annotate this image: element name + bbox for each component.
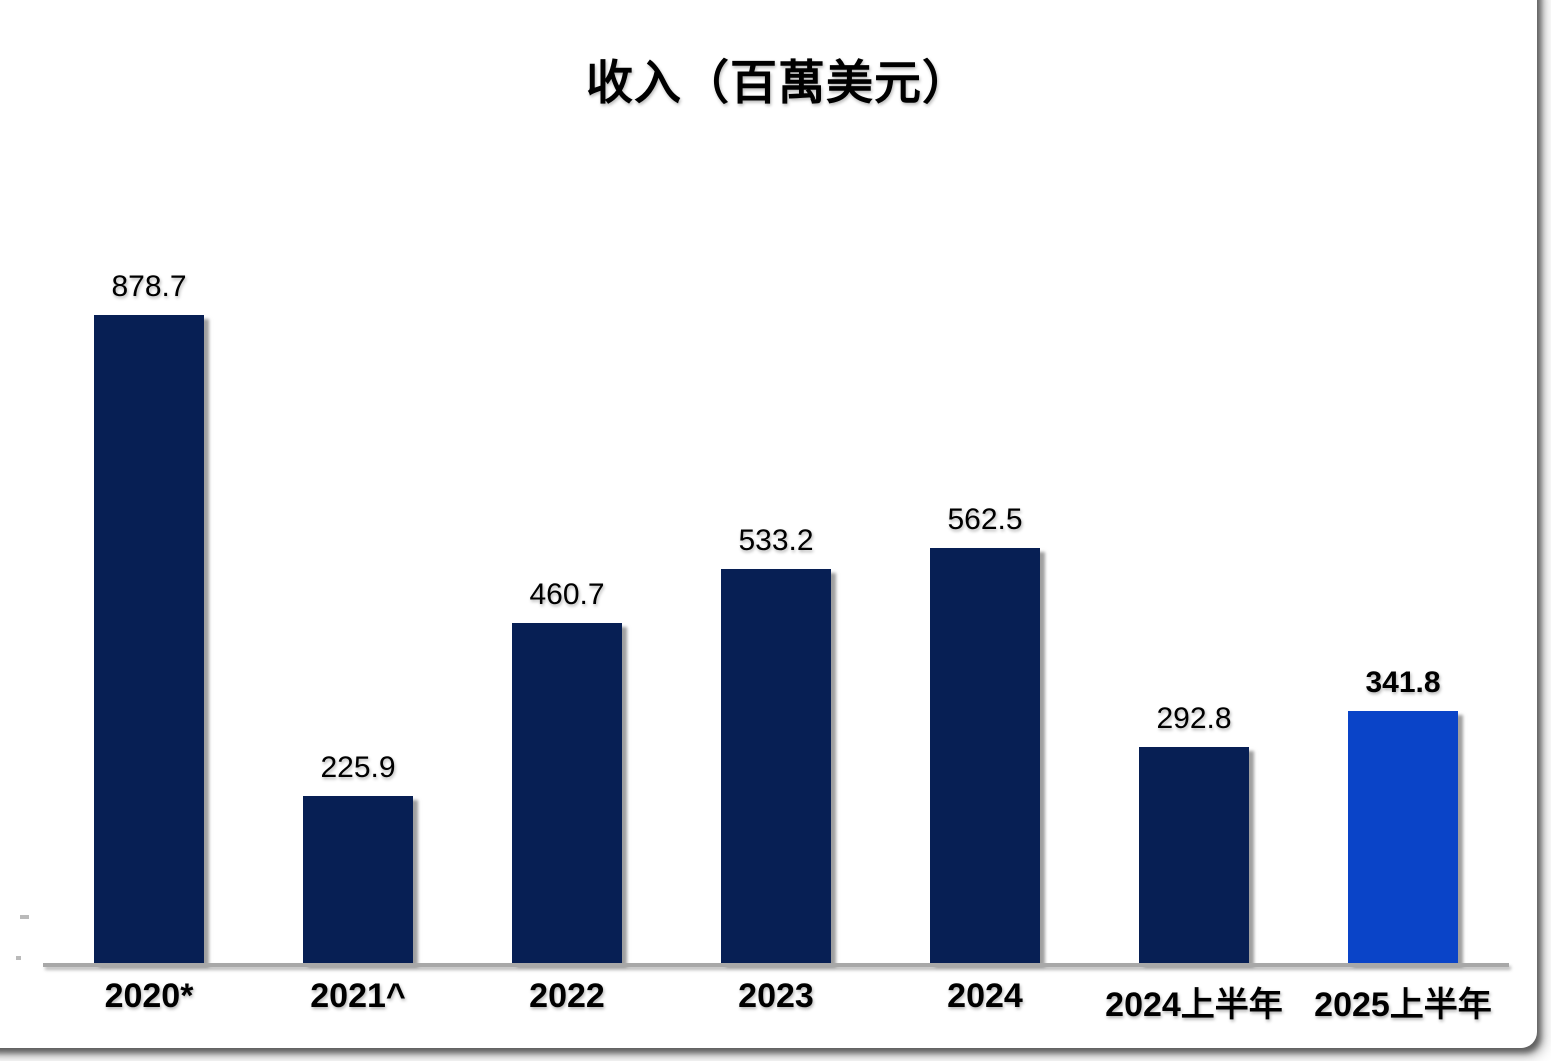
x-axis-category-label: 2024 [947,977,1023,1015]
bar-value-label: 533.2 [738,524,814,557]
bar-2020* [94,315,204,963]
bar-value-label: 878.7 [111,270,187,303]
bar-2023 [721,569,831,963]
bar-2021^ [303,796,413,963]
x-axis-category-label: 2024上半年 [1105,986,1283,1024]
bar-value-label: 341.8 [1365,666,1441,699]
bar-value-label: 460.7 [529,578,605,611]
bar-2022 [512,623,622,963]
chart-title: 收入（百萬美元） [586,56,970,109]
bar-2024 [930,548,1040,963]
axis-tick-artifact [20,915,29,919]
axis-tick-artifact [16,956,21,960]
bar-value-label: 292.8 [1156,702,1232,735]
x-axis-category-label: 2022 [529,977,605,1015]
x-axis-line [43,963,1509,967]
x-axis-category-label: 2021^ [310,977,406,1015]
x-axis-category-label: 2023 [738,977,814,1015]
x-axis-category-label: 2020* [104,977,194,1015]
bar-value-label: 225.9 [320,751,396,784]
bar-2024上半年 [1139,747,1249,963]
bar-2025上半年 [1348,711,1458,963]
bar-value-label: 562.5 [947,503,1023,536]
x-axis-category-label: 2025上半年 [1314,986,1492,1024]
